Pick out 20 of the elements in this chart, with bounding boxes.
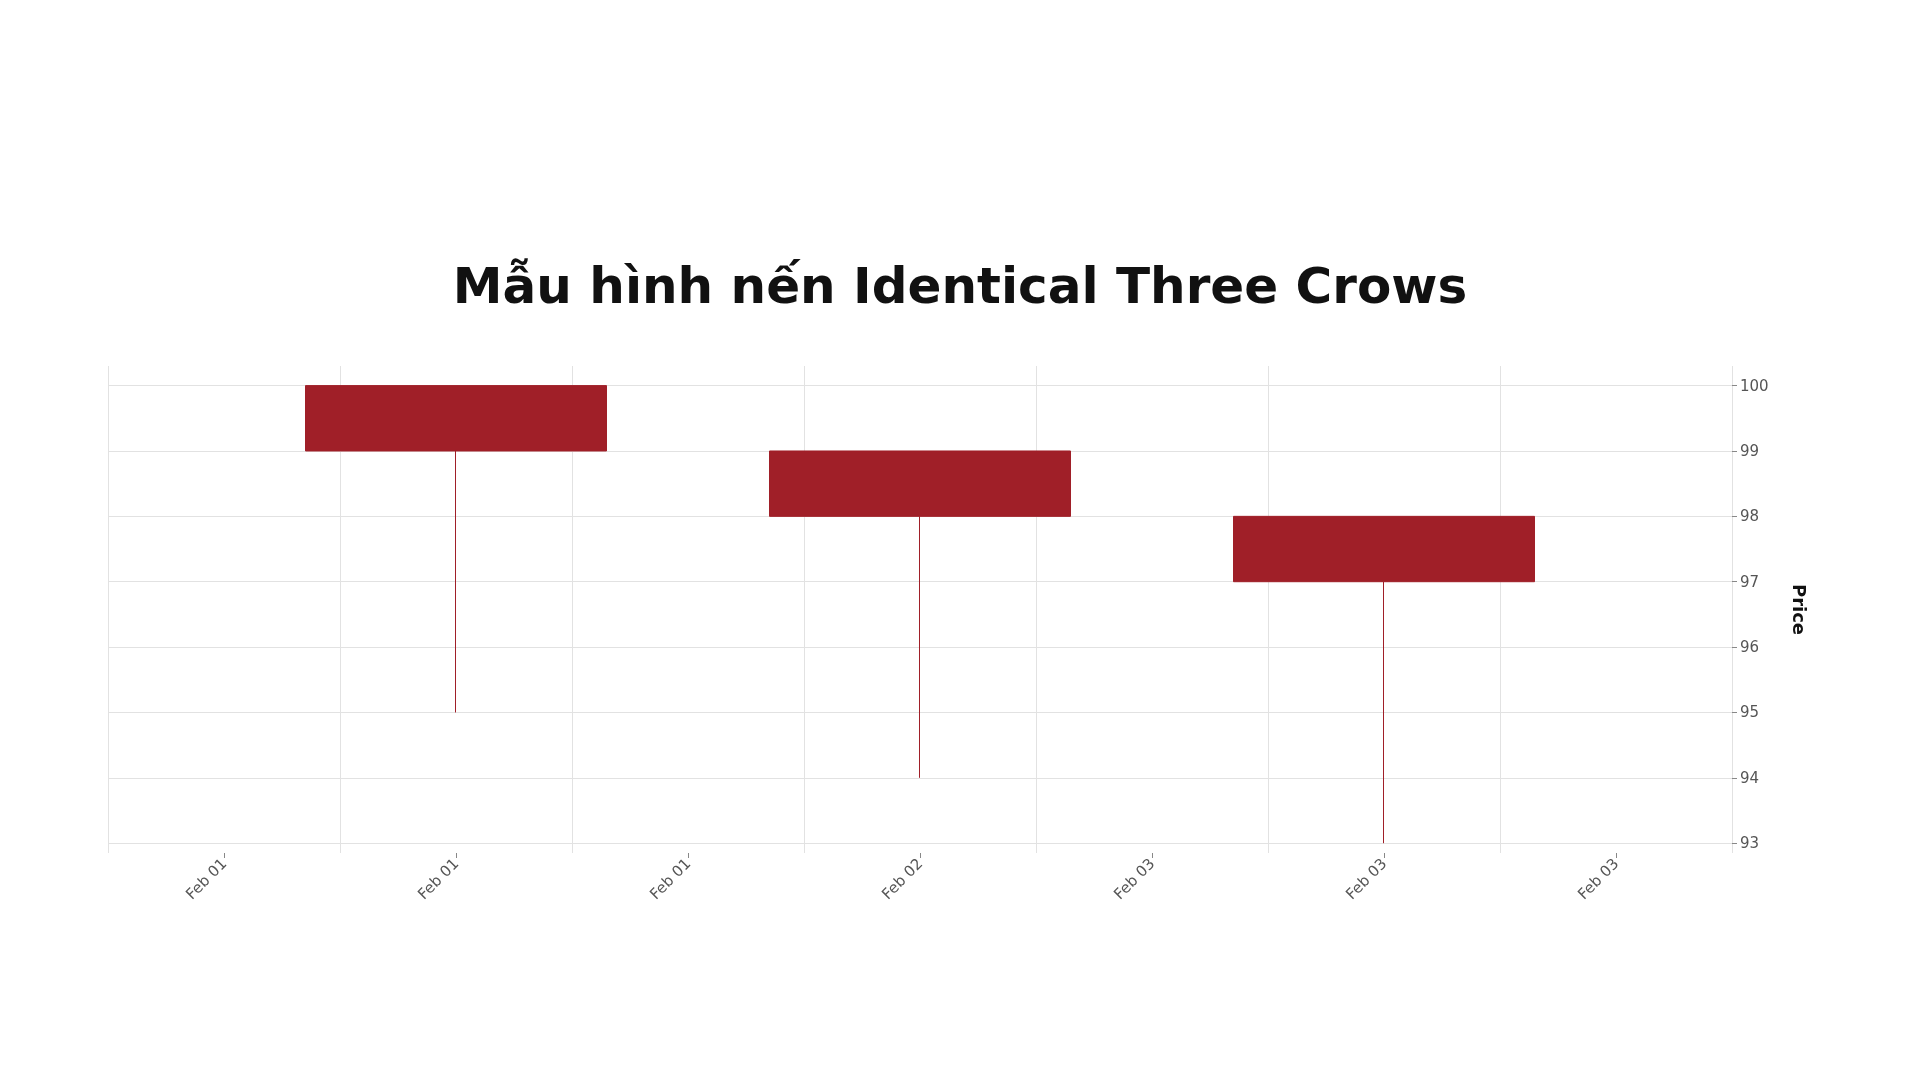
x-tick-label: Feb 01 [646,854,695,903]
x-tick-label: Feb 01 [182,854,231,903]
y-tick-label: 93 [1740,834,1760,853]
candlestick [305,385,607,713]
y-tick-label: 99 [1740,441,1760,460]
candlestick [1233,515,1535,844]
chart-title: Mẫu hình nến Identical Three Crows [452,257,1468,315]
x-tick-label: Feb 03 [1110,854,1159,903]
y-tick-label: 100 [1740,376,1769,395]
candlestick [769,450,1071,779]
y-tick-label: 94 [1740,768,1760,787]
x-tick-label: Feb 03 [1342,854,1391,903]
y-axis-title: Price [1788,583,1810,636]
y-tick-label: 96 [1740,638,1760,657]
y-tick-label: 95 [1740,703,1760,722]
x-tick-label: Feb 01 [414,854,463,903]
x-tick-label: Feb 03 [1574,854,1623,903]
y-tick-label: 98 [1740,507,1760,526]
y-tick-label: 97 [1740,572,1760,591]
x-tick-label: Feb 02 [878,854,927,903]
